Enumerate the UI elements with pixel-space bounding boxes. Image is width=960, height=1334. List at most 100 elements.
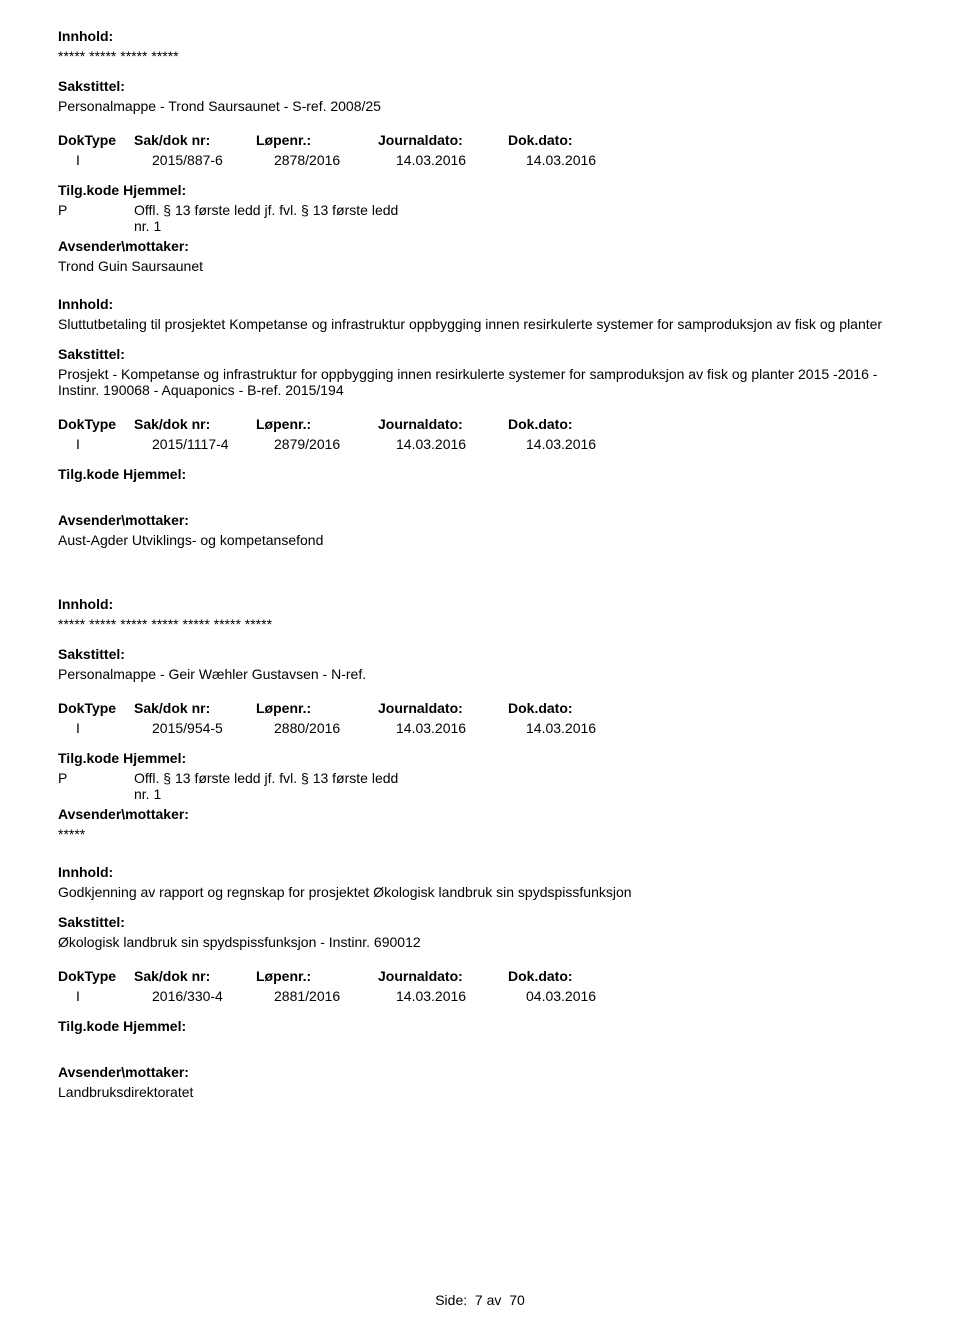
tilg-text-line1: Offl. § 13 første ledd jf. fvl. § 13 før…: [134, 770, 398, 786]
innhold-label: Innhold:: [58, 296, 902, 312]
avsender-text: Landbruksdirektoratet: [58, 1084, 902, 1100]
header-doktype: DokType: [58, 132, 134, 148]
tilgkode-hjemmel-label: Tilg.kode Hjemmel:: [58, 750, 902, 766]
header-doktype: DokType: [58, 416, 134, 432]
footer-prefix: Side:: [435, 1292, 467, 1308]
avsender-label: Avsender\mottaker:: [58, 238, 902, 254]
hjemmel-label: Hjemmel:: [123, 182, 186, 198]
sakstittel-text: Økologisk landbruk sin spydspissfunksjon…: [58, 934, 902, 950]
footer-sep: av: [487, 1292, 502, 1308]
header-saknr: Sak/dok nr:: [134, 132, 256, 148]
innhold-text: ***** ***** ***** *****: [58, 48, 902, 64]
header-saknr: Sak/dok nr:: [134, 416, 256, 432]
value-saknr: 2016/330-4: [152, 988, 274, 1004]
tilgkode-label: Tilg.kode: [58, 1018, 119, 1034]
header-lopenr: Løpenr.:: [256, 700, 378, 716]
innhold-label: Innhold:: [58, 596, 902, 612]
table-header-row: DokType Sak/dok nr: Løpenr.: Journaldato…: [58, 968, 902, 984]
innhold-text: ***** ***** ***** ***** ***** ***** ****…: [58, 616, 902, 632]
journal-entry: Innhold: ***** ***** ***** ***** ***** *…: [58, 596, 902, 842]
tilgkode-hjemmel-label: Tilg.kode Hjemmel:: [58, 1018, 902, 1034]
spacer: [58, 570, 902, 596]
tilg-text: Offl. § 13 første ledd jf. fvl. § 13 før…: [134, 202, 902, 234]
table-value-row: I 2015/954-5 2880/2016 14.03.2016 14.03.…: [58, 720, 902, 736]
sakstittel-label: Sakstittel:: [58, 78, 902, 94]
value-lopenr: 2878/2016: [274, 152, 396, 168]
table-header-row: DokType Sak/dok nr: Løpenr.: Journaldato…: [58, 132, 902, 148]
sakstittel-text: Prosjekt - Kompetanse og infrastruktur f…: [58, 366, 902, 398]
table-value-row: I 2016/330-4 2881/2016 14.03.2016 04.03.…: [58, 988, 902, 1004]
tilg-text-line2: nr. 1: [134, 218, 161, 234]
innhold-label: Innhold:: [58, 864, 902, 880]
hjemmel-label: Hjemmel:: [123, 750, 186, 766]
hjemmel-label: Hjemmel:: [123, 466, 186, 482]
value-dokdato: 14.03.2016: [526, 436, 656, 452]
sakstittel-text: Personalmappe - Trond Saursaunet - S-ref…: [58, 98, 902, 114]
value-doktype: I: [58, 720, 152, 736]
value-saknr: 2015/1117-4: [152, 436, 274, 452]
header-journaldato: Journaldato:: [378, 132, 508, 148]
header-dokdato: Dok.dato:: [508, 968, 638, 984]
tilg-text-line2: nr. 1: [134, 786, 161, 802]
innhold-label: Innhold:: [58, 28, 902, 44]
header-lopenr: Løpenr.:: [256, 132, 378, 148]
tilgkode-label: Tilg.kode: [58, 182, 119, 198]
journal-entry: Innhold: Godkjenning av rapport og regns…: [58, 864, 902, 1100]
header-lopenr: Løpenr.:: [256, 968, 378, 984]
value-dokdato: 04.03.2016: [526, 988, 656, 1004]
sakstittel-label: Sakstittel:: [58, 346, 902, 362]
innhold-text: Godkjenning av rapport og regnskap for p…: [58, 884, 902, 900]
journal-entry: Innhold: Sluttutbetaling til prosjektet …: [58, 296, 902, 548]
sakstittel-label: Sakstittel:: [58, 646, 902, 662]
value-journaldato: 14.03.2016: [396, 436, 526, 452]
avsender-text: Aust-Agder Utviklings- og kompetansefond: [58, 532, 902, 548]
avsender-text: *****: [58, 826, 902, 842]
value-lopenr: 2880/2016: [274, 720, 396, 736]
value-saknr: 2015/887-6: [152, 152, 274, 168]
value-doktype: I: [58, 436, 152, 452]
tilg-code: P: [58, 770, 134, 802]
spacer: [58, 486, 902, 512]
value-journaldato: 14.03.2016: [396, 720, 526, 736]
page-footer: Side: 7 av 70: [0, 1292, 960, 1308]
footer-total: 70: [509, 1292, 525, 1308]
tilg-text: Offl. § 13 første ledd jf. fvl. § 13 før…: [134, 770, 902, 802]
document-page: Innhold: ***** ***** ***** ***** Sakstit…: [0, 0, 960, 1334]
avsender-label: Avsender\mottaker:: [58, 512, 902, 528]
sakstittel-text: Personalmappe - Geir Wæhler Gustavsen - …: [58, 666, 902, 682]
header-dokdato: Dok.dato:: [508, 132, 638, 148]
value-doktype: I: [58, 152, 152, 168]
value-lopenr: 2879/2016: [274, 436, 396, 452]
avsender-text: Trond Guin Saursaunet: [58, 258, 902, 274]
tilgkode-hjemmel-label: Tilg.kode Hjemmel:: [58, 182, 902, 198]
sakstittel-label: Sakstittel:: [58, 914, 902, 930]
value-lopenr: 2881/2016: [274, 988, 396, 1004]
journal-entry: Innhold: ***** ***** ***** ***** Sakstit…: [58, 28, 902, 274]
header-journaldato: Journaldato:: [378, 416, 508, 432]
header-doktype: DokType: [58, 700, 134, 716]
header-dokdato: Dok.dato:: [508, 700, 638, 716]
tilgkode-label: Tilg.kode: [58, 466, 119, 482]
innhold-text: Sluttutbetaling til prosjektet Kompetans…: [58, 316, 902, 332]
value-dokdato: 14.03.2016: [526, 152, 656, 168]
value-doktype: I: [58, 988, 152, 1004]
tilgkode-hjemmel-label: Tilg.kode Hjemmel:: [58, 466, 902, 482]
table-header-row: DokType Sak/dok nr: Løpenr.: Journaldato…: [58, 416, 902, 432]
header-saknr: Sak/dok nr:: [134, 700, 256, 716]
value-saknr: 2015/954-5: [152, 720, 274, 736]
tilgkode-label: Tilg.kode: [58, 750, 119, 766]
value-journaldato: 14.03.2016: [396, 988, 526, 1004]
hjemmel-label: Hjemmel:: [123, 1018, 186, 1034]
table-value-row: I 2015/1117-4 2879/2016 14.03.2016 14.03…: [58, 436, 902, 452]
header-dokdato: Dok.dato:: [508, 416, 638, 432]
tilg-row: P Offl. § 13 første ledd jf. fvl. § 13 f…: [58, 770, 902, 802]
avsender-label: Avsender\mottaker:: [58, 1064, 902, 1080]
tilg-text-line1: Offl. § 13 første ledd jf. fvl. § 13 før…: [134, 202, 398, 218]
value-dokdato: 14.03.2016: [526, 720, 656, 736]
footer-page: 7: [475, 1292, 483, 1308]
table-header-row: DokType Sak/dok nr: Løpenr.: Journaldato…: [58, 700, 902, 716]
tilg-code: P: [58, 202, 134, 234]
value-journaldato: 14.03.2016: [396, 152, 526, 168]
header-saknr: Sak/dok nr:: [134, 968, 256, 984]
header-journaldato: Journaldato:: [378, 968, 508, 984]
